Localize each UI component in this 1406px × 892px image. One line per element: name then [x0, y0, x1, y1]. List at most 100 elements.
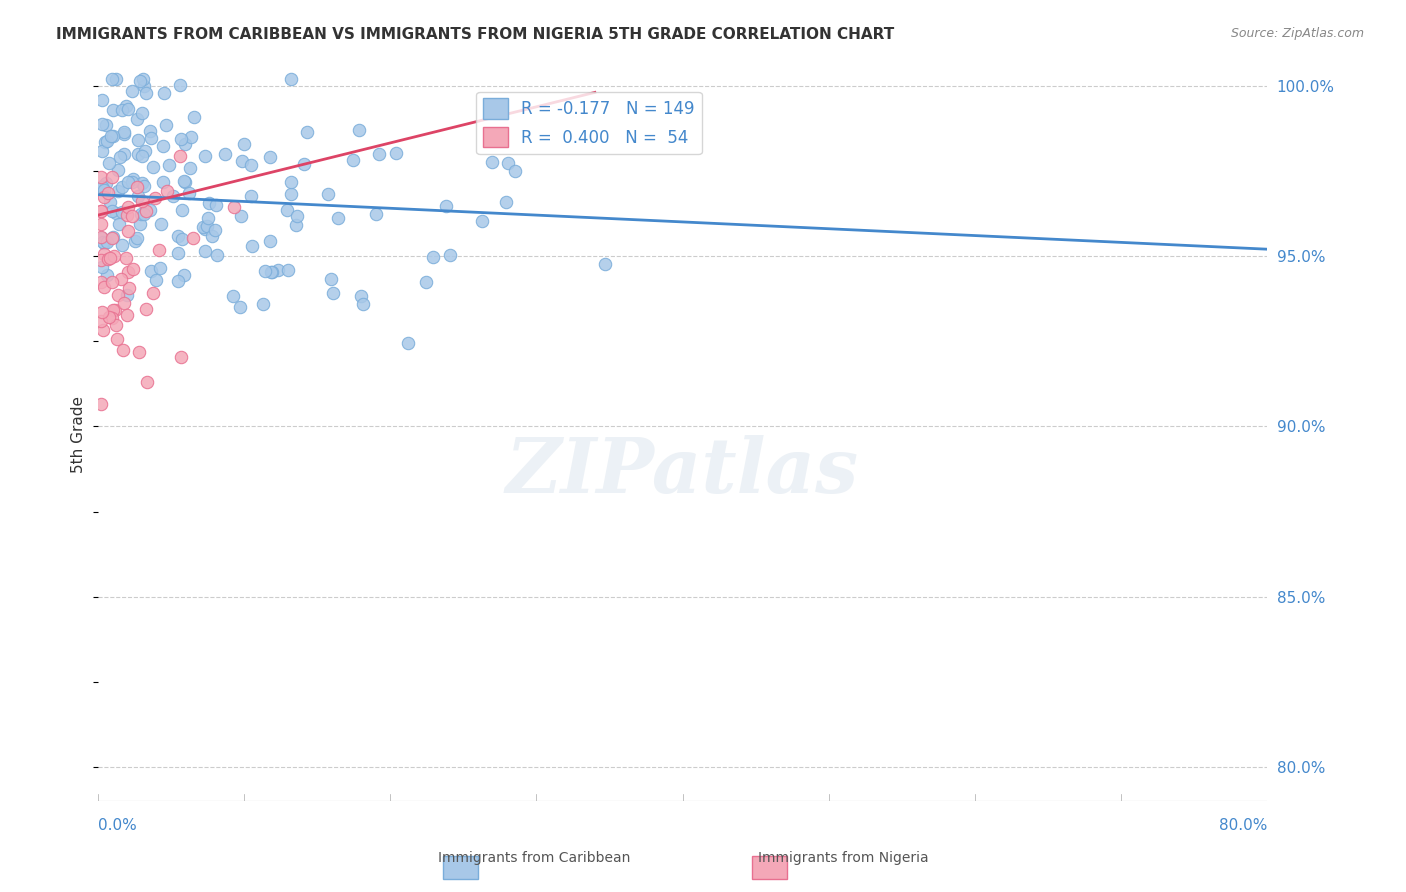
Point	[121, 85, 143, 99]
Point	[260, 265, 283, 279]
Point	[90, 314, 112, 328]
Point	[104, 318, 127, 333]
Point	[169, 149, 191, 163]
Point	[112, 146, 135, 161]
Point	[396, 335, 419, 350]
Point	[97, 252, 120, 266]
Point	[152, 175, 174, 189]
Point	[90, 170, 112, 185]
Point	[262, 265, 284, 279]
Point	[593, 257, 616, 271]
Point	[366, 207, 388, 221]
Point	[107, 288, 129, 302]
Point	[101, 203, 124, 218]
Point	[100, 129, 122, 144]
Point	[90, 204, 112, 219]
Point	[231, 154, 253, 169]
Point	[193, 149, 215, 163]
Point	[157, 158, 180, 172]
Point	[194, 222, 217, 236]
Legend: R = -0.177   N = 149, R =  0.400   N =  54: R = -0.177 N = 149, R = 0.400 N = 54	[477, 92, 702, 153]
Point	[142, 160, 165, 174]
Point	[139, 124, 162, 138]
Point	[91, 180, 114, 194]
Point	[214, 147, 236, 161]
Point	[94, 118, 117, 132]
Point	[180, 130, 202, 145]
Point	[93, 190, 115, 204]
Point	[481, 154, 503, 169]
Point	[112, 127, 135, 141]
Point	[100, 71, 122, 86]
Text: Immigrants from Nigeria: Immigrants from Nigeria	[758, 851, 929, 865]
Point	[101, 129, 124, 144]
Point	[197, 211, 219, 226]
Point	[166, 229, 188, 244]
Text: Immigrants from Caribbean: Immigrants from Caribbean	[439, 851, 630, 865]
Point	[91, 144, 114, 158]
Text: 80.0%: 80.0%	[1219, 819, 1267, 833]
Point	[342, 153, 364, 168]
Point	[131, 194, 153, 208]
Point	[97, 186, 120, 200]
Point	[150, 217, 173, 231]
Point	[139, 130, 162, 145]
Point	[284, 218, 307, 232]
Point	[124, 234, 146, 248]
Point	[90, 217, 112, 231]
Point	[112, 125, 135, 139]
Point	[91, 230, 114, 244]
Point	[125, 112, 148, 127]
Point	[170, 231, 193, 245]
Point	[153, 86, 176, 100]
Point	[111, 205, 134, 219]
Point	[129, 217, 152, 231]
Point	[148, 243, 170, 257]
Point	[112, 343, 135, 357]
Point	[90, 253, 112, 268]
Point	[169, 78, 191, 92]
Point	[201, 229, 224, 244]
Point	[94, 135, 117, 149]
Point	[239, 158, 262, 172]
Point	[91, 323, 114, 337]
Point	[112, 296, 135, 310]
Point	[233, 136, 256, 151]
Point	[115, 99, 138, 113]
Point	[280, 71, 302, 86]
Point	[322, 285, 344, 300]
Point	[254, 264, 277, 278]
Point	[93, 235, 115, 250]
Point	[90, 230, 112, 244]
Point	[280, 187, 302, 202]
Point	[93, 183, 115, 197]
Point	[173, 175, 195, 189]
Point	[197, 219, 219, 233]
Point	[170, 132, 193, 146]
Point	[152, 139, 174, 153]
Point	[204, 223, 226, 237]
Point	[285, 209, 308, 223]
Point	[101, 302, 124, 317]
Point	[91, 260, 114, 274]
Point	[134, 144, 156, 158]
Point	[141, 263, 163, 277]
Point	[135, 86, 157, 100]
Point	[90, 305, 112, 319]
Point	[96, 135, 118, 149]
Point	[127, 147, 149, 161]
Point	[115, 308, 138, 322]
Point	[167, 274, 190, 288]
Point	[224, 200, 246, 214]
Text: ZIPatlas: ZIPatlas	[506, 434, 859, 508]
Point	[110, 238, 132, 252]
Point	[367, 147, 389, 161]
Point	[128, 74, 150, 88]
Point	[90, 397, 112, 411]
Point	[127, 133, 149, 147]
Point	[122, 172, 145, 186]
Point	[229, 301, 252, 315]
Point	[107, 184, 129, 198]
Point	[127, 189, 149, 203]
Point	[104, 71, 127, 86]
